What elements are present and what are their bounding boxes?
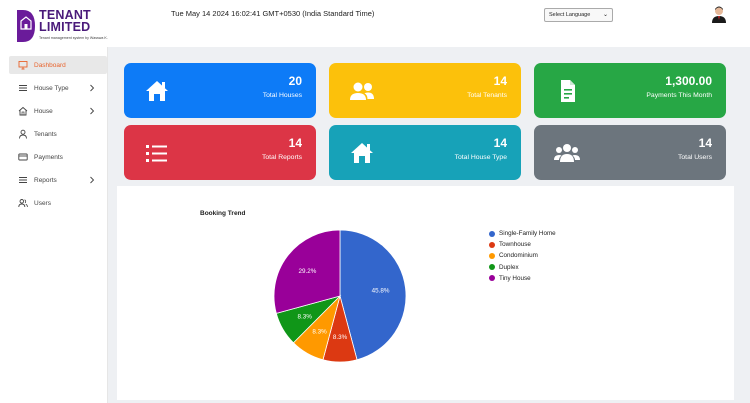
stat-card-payments-this-month[interactable]: 1,300.00 Payments This Month <box>534 63 726 118</box>
person-icon <box>19 129 27 139</box>
legend-label: Duplex <box>499 263 519 271</box>
sidebar-item-house[interactable]: House <box>9 102 107 120</box>
legend-item-condominium[interactable]: Condominium <box>489 250 556 261</box>
house-icon <box>351 143 373 163</box>
brand-title: TENANT LIMITED <box>39 8 91 34</box>
legend-swatch <box>489 230 495 237</box>
chevron-right-icon <box>90 84 95 92</box>
users-icon <box>554 144 580 162</box>
sidebar-item-house-type[interactable]: House Type <box>9 79 107 97</box>
legend-item-duplex[interactable]: Duplex <box>489 262 556 273</box>
language-select-value: Select Language <box>549 12 591 18</box>
pie-data-label: 29.2% <box>299 268 317 275</box>
stat-card-total-tenants[interactable]: 14 Total Tenants <box>329 63 521 118</box>
stat-value: 20 <box>288 74 302 88</box>
sidebar-item-label: Users <box>34 199 51 207</box>
stat-card-total-reports[interactable]: 14 Total Reports <box>124 125 316 180</box>
sidebar-item-reports[interactable]: Reports <box>9 171 107 189</box>
chevron-right-icon <box>90 176 95 184</box>
pie-data-label: 8.3% <box>333 334 348 341</box>
menu-icon <box>19 177 27 183</box>
legend-label: Condominium <box>499 252 538 260</box>
top-header: TENANT LIMITED Tenant management system … <box>0 0 750 47</box>
stat-value: 14 <box>288 136 302 150</box>
list-icon <box>146 145 167 162</box>
language-select[interactable]: Select Language ⌄ <box>544 8 613 22</box>
pie-slice-tiny-house[interactable] <box>273 229 341 314</box>
brand-subtitle: Tenant management system by Wasswa K. <box>39 36 108 40</box>
stat-label: Total Reports <box>261 154 302 161</box>
sidebar: Dashboard House Type House <box>0 47 108 403</box>
legend-swatch <box>489 252 495 259</box>
pie-slice-single-family-home[interactable] <box>339 229 407 361</box>
sidebar-item-users[interactable]: Users <box>9 194 107 212</box>
sidebar-item-label: Tenants <box>34 130 57 138</box>
stat-card-total-house-type[interactable]: 14 Total House Type <box>329 125 521 180</box>
legend-label: Tiny House <box>499 274 531 282</box>
pie-data-label: 8.3% <box>312 328 327 335</box>
chart-title: Booking Trend <box>200 210 246 217</box>
chevron-down-icon: ⌄ <box>602 12 608 18</box>
stat-card-total-houses[interactable]: 20 Total Houses <box>124 63 316 118</box>
logo-mark-icon <box>17 10 35 42</box>
sidebar-item-label: House Type <box>34 84 69 92</box>
legend-item-tiny-house[interactable]: Tiny House <box>489 273 556 284</box>
house-icon <box>18 106 28 116</box>
legend-item-townhouse[interactable]: Townhouse <box>489 239 556 250</box>
legend-label: Townhouse <box>499 241 531 249</box>
users-icon <box>18 199 28 208</box>
sidebar-item-tenants[interactable]: Tenants <box>9 125 107 143</box>
legend-item-single-family-home[interactable]: Single-Family Home <box>489 228 556 239</box>
sidebar-item-label: House <box>34 107 53 115</box>
user-avatar[interactable] <box>710 5 728 23</box>
house-icon <box>146 81 168 101</box>
users-icon <box>350 82 374 100</box>
legend-swatch <box>489 264 495 271</box>
legend-swatch <box>489 241 495 248</box>
stat-value: 14 <box>698 136 712 150</box>
pie-chart: 45.8%8.3%8.3%8.3%29.2% <box>273 229 407 363</box>
sidebar-item-label: Payments <box>34 153 63 161</box>
sidebar-item-dashboard[interactable]: Dashboard <box>9 56 107 74</box>
stat-value: 14 <box>493 136 507 150</box>
stat-card-total-users[interactable]: 14 Total Users <box>534 125 726 180</box>
sidebar-item-label: Dashboard <box>34 61 66 69</box>
sidebar-item-label: Reports <box>34 176 57 184</box>
stat-label: Total House Type <box>454 154 507 161</box>
stat-value: 14 <box>493 74 507 88</box>
stat-label: Payments This Month <box>646 92 712 99</box>
legend-label: Single-Family Home <box>499 230 556 238</box>
chart-legend: Single-Family Home Townhouse Condominium Du… <box>489 228 556 284</box>
menu-icon <box>19 85 27 91</box>
sidebar-item-payments[interactable]: Payments <box>9 148 107 166</box>
pie-data-label: 45.8% <box>372 288 390 295</box>
credit-card-icon <box>18 153 28 161</box>
brand-logo[interactable]: TENANT LIMITED Tenant management system … <box>17 9 117 43</box>
booking-trend-panel: Booking Trend 45.8% 8.3% 8.3% 8.3% 29.2% Sin… <box>117 186 734 400</box>
stat-label: Total Users <box>678 154 712 161</box>
stat-label: Total Tenants <box>467 92 507 99</box>
stat-label: Total Houses <box>262 92 302 99</box>
document-icon <box>561 80 575 102</box>
stat-value: 1,300.00 <box>665 74 712 88</box>
chevron-right-icon <box>90 107 95 115</box>
legend-swatch <box>489 275 495 282</box>
monitor-icon <box>18 61 28 70</box>
pie-data-label: 8.3% <box>297 314 312 321</box>
current-datetime: Tue May 14 2024 16:02:41 GMT+0530 (India… <box>171 9 375 18</box>
